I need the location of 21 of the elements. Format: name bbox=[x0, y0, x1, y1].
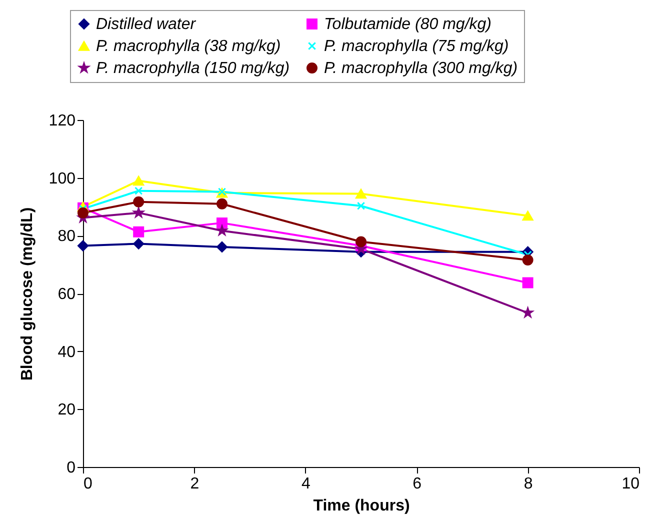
y-tick-label: 60 bbox=[58, 286, 76, 303]
legend-label: P. macrophylla (300 mg/kg) bbox=[324, 60, 518, 77]
x-tick-label: 4 bbox=[301, 476, 310, 492]
legend-label: P. macrophylla (150 mg/kg) bbox=[96, 60, 290, 77]
legend-label: Distilled water bbox=[96, 16, 196, 33]
x-tick-label: 8 bbox=[524, 476, 533, 492]
y-tick-label: 20 bbox=[58, 402, 76, 419]
x-tick-label: 0 bbox=[84, 476, 92, 492]
y-tick-label: 80 bbox=[58, 228, 76, 246]
x-tick-label: 6 bbox=[412, 476, 422, 492]
y-tick-label: 100 bbox=[48, 170, 76, 188]
x-tick-label: 10 bbox=[622, 476, 640, 492]
y-tick-label: 0 bbox=[66, 460, 76, 476]
y-tick-label: 40 bbox=[58, 344, 76, 361]
legend-label: P. macrophylla (75 mg/kg) bbox=[324, 38, 509, 55]
legend-label: Tolbutamide (80 mg/kg) bbox=[324, 16, 492, 33]
y-axis-title: Blood glucose (mg/dL) bbox=[18, 207, 36, 381]
legend-label: P. macrophylla (38 mg/kg) bbox=[96, 38, 281, 55]
x-axis-title: Time (hours) bbox=[313, 498, 410, 514]
x-tick-label: 2 bbox=[190, 476, 200, 492]
y-tick-label: 120 bbox=[48, 112, 76, 130]
